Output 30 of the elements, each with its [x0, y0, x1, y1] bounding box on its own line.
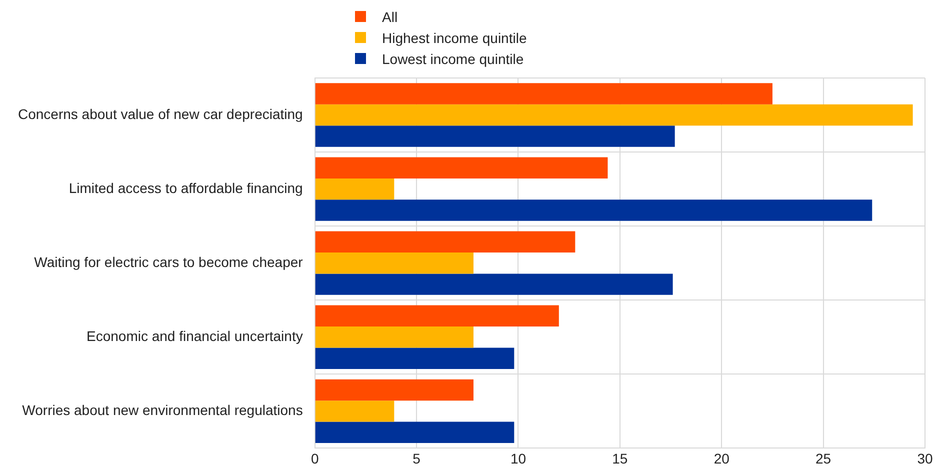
- bar: [315, 274, 673, 295]
- bar: [315, 104, 913, 126]
- bar: [315, 422, 514, 444]
- x-tick-label: 5: [412, 450, 421, 466]
- bar: [315, 157, 608, 178]
- legend-label: All: [382, 8, 398, 24]
- bar: [315, 348, 514, 369]
- y-tick-label: Waiting for electric cars to become cheaper: [34, 254, 304, 270]
- x-tick-label: 30: [917, 450, 933, 466]
- x-tick-label: 0: [310, 450, 319, 466]
- bar: [315, 126, 675, 147]
- bar: [315, 379, 474, 401]
- x-tick-label: 10: [510, 450, 526, 466]
- bar: [315, 178, 394, 200]
- bar: [315, 400, 394, 422]
- bar: [315, 231, 576, 252]
- y-tick-label: Economic and financial uncertainty: [86, 328, 303, 344]
- legend-label: Lowest income quintile: [382, 50, 524, 66]
- bar: [315, 305, 559, 327]
- bar: [315, 326, 474, 348]
- y-tick-label: Limited access to affordable financing: [68, 180, 303, 196]
- x-tick-label: 20: [714, 450, 730, 466]
- y-tick-label: Concerns about value of new car depreciating: [18, 106, 303, 122]
- bar: [315, 83, 772, 104]
- bar: [315, 200, 872, 221]
- y-tick-label: Worries about new environmental regulations: [22, 402, 303, 418]
- x-tick-label: 25: [816, 450, 832, 466]
- x-tick-label: 15: [612, 450, 628, 466]
- legend-label: Highest income quintile: [382, 30, 527, 46]
- bar: [315, 252, 474, 274]
